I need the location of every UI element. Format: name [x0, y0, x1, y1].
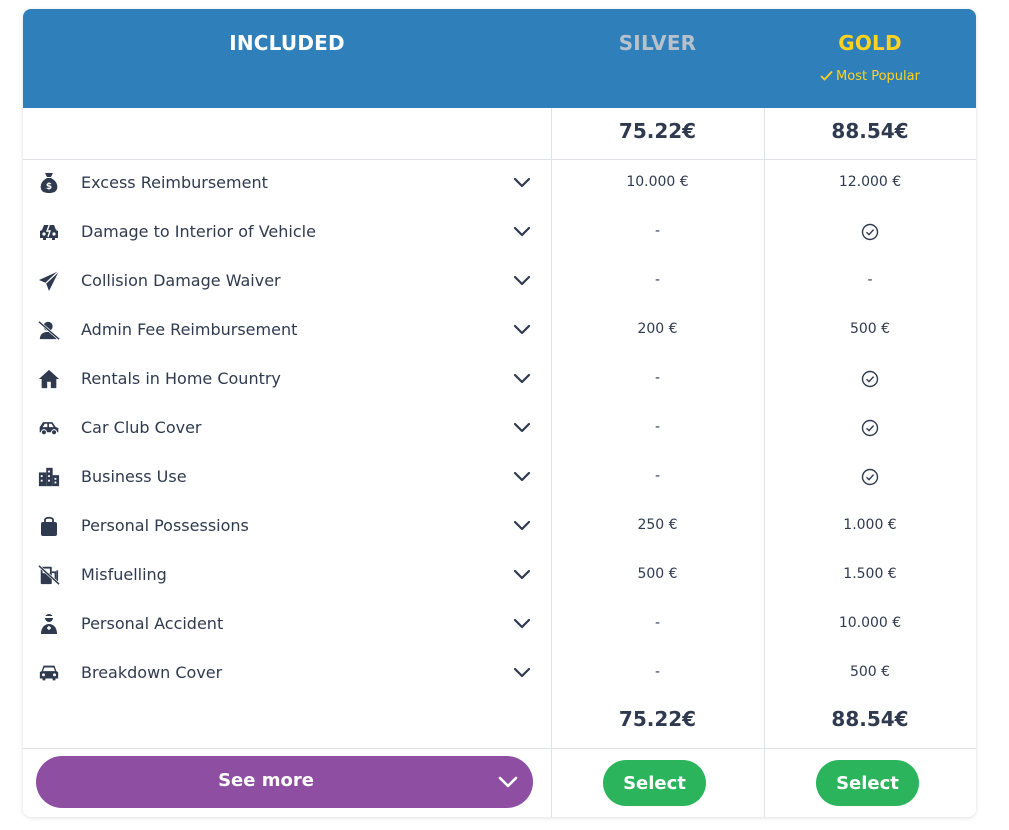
chevron-down-icon[interactable]	[511, 515, 533, 537]
coverage-label: Business Use	[81, 467, 187, 486]
most-popular-badge: Most Popular	[764, 69, 976, 84]
coverage-row[interactable]: Personal Possessions 250 € 1.000 €	[23, 502, 976, 551]
checkmark-icon	[820, 70, 833, 81]
chevron-down-icon	[498, 776, 518, 788]
coverage-label: Personal Accident	[81, 614, 224, 633]
silver-value: 250 €	[637, 517, 678, 533]
gold-price-top: 88.54€	[831, 119, 909, 143]
coverage-label: Excess Reimbursement	[81, 173, 268, 192]
chevron-down-icon[interactable]	[511, 368, 533, 390]
select-gold-button[interactable]: Select	[816, 760, 919, 806]
column-divider	[764, 108, 765, 817]
chevron-down-icon[interactable]	[511, 613, 533, 635]
see-more-label: See more	[218, 770, 314, 791]
coverage-row[interactable]: Personal Accident - 10.000 €	[23, 600, 976, 649]
chevron-down-icon[interactable]	[511, 221, 533, 243]
chevron-down-icon[interactable]	[511, 417, 533, 439]
coverage-label: Rentals in Home Country	[81, 369, 281, 388]
car-front-icon	[38, 662, 60, 684]
chevron-down-icon[interactable]	[511, 564, 533, 586]
coverage-label: Breakdown Cover	[81, 663, 223, 682]
table-header: INCLUDED SILVER GOLD Most Popular	[23, 9, 976, 108]
car-side-icon	[38, 417, 60, 439]
select-silver-button[interactable]: Select	[603, 760, 706, 806]
coverage-label: Personal Possessions	[81, 516, 249, 535]
silver-value: -	[654, 419, 661, 435]
coverage-row[interactable]: Misfuelling 500 € 1.500 €	[23, 551, 976, 600]
coverage-row[interactable]: Collision Damage Waiver - -	[23, 257, 976, 306]
gold-value: 10.000 €	[838, 615, 902, 631]
coverage-row[interactable]: Business Use -	[23, 453, 976, 502]
shopping-bag-icon	[38, 515, 60, 537]
coverage-label: Collision Damage Waiver	[81, 271, 281, 290]
silver-value: -	[654, 223, 661, 239]
silver-price-top: 75.22€	[618, 119, 697, 143]
chevron-down-icon[interactable]	[511, 319, 533, 341]
check-circle-icon	[861, 370, 879, 388]
coverage-row[interactable]: $ Excess Reimbursement 10.000 € 12.000 €	[23, 159, 976, 208]
check-circle-icon	[861, 223, 879, 241]
coverage-row[interactable]: Admin Fee Reimbursement 200 € 500 €	[23, 306, 976, 355]
gold-value: 1.000 €	[843, 517, 897, 533]
home-icon	[38, 368, 60, 390]
check-circle-icon	[861, 419, 879, 437]
silver-column-title: SILVER	[618, 31, 697, 55]
chevron-down-icon[interactable]	[511, 466, 533, 488]
chevron-down-icon[interactable]	[511, 662, 533, 684]
coverage-label: Car Club Cover	[81, 418, 202, 437]
row-divider	[23, 159, 976, 160]
row-divider	[23, 748, 976, 749]
most-popular-label: Most Popular	[836, 69, 920, 84]
city-buildings-icon	[38, 466, 60, 488]
car-damage-icon	[38, 221, 60, 243]
coverage-row[interactable]: Damage to Interior of Vehicle -	[23, 208, 976, 257]
coverage-row[interactable]: Car Club Cover -	[23, 404, 976, 453]
gold-price-bottom: 88.54€	[831, 707, 909, 731]
money-bag-icon: $	[38, 172, 60, 194]
silver-value: -	[654, 370, 661, 386]
gold-column-title: GOLD	[838, 31, 902, 55]
user-slash-icon	[38, 319, 60, 341]
coverage-label: Misfuelling	[81, 565, 167, 584]
included-column-title: INCLUDED	[229, 31, 345, 55]
silver-price-bottom: 75.22€	[618, 707, 697, 731]
gold-value: 12.000 €	[838, 174, 902, 190]
coverage-label: Admin Fee Reimbursement	[81, 320, 298, 339]
chevron-down-icon[interactable]	[511, 172, 533, 194]
silver-value: 10.000 €	[626, 174, 689, 190]
coverage-label: Damage to Interior of Vehicle	[81, 222, 316, 241]
comparison-card: INCLUDED SILVER GOLD Most Popular 75.22€…	[23, 9, 976, 817]
gold-value: 1.500 €	[843, 566, 897, 582]
column-divider	[551, 108, 552, 817]
coverage-row[interactable]: Breakdown Cover - 500 €	[23, 649, 976, 698]
see-more-button[interactable]: See more	[36, 756, 533, 808]
gold-value: 500 €	[849, 664, 891, 680]
coverage-row[interactable]: Rentals in Home Country -	[23, 355, 976, 404]
check-circle-icon	[861, 468, 879, 486]
silver-value: 200 €	[637, 321, 678, 337]
gold-value: -	[867, 272, 873, 288]
svg-text:$: $	[46, 182, 52, 192]
chevron-down-icon[interactable]	[511, 270, 533, 292]
silver-value: -	[654, 272, 661, 288]
paper-plane-icon	[38, 270, 60, 292]
injured-person-icon	[38, 613, 60, 635]
silver-value: -	[654, 664, 661, 680]
silver-value: -	[654, 468, 661, 484]
gas-pump-slash-icon	[38, 564, 60, 586]
gold-value: 500 €	[849, 321, 891, 337]
silver-value: 500 €	[637, 566, 678, 582]
silver-value: -	[654, 615, 661, 631]
